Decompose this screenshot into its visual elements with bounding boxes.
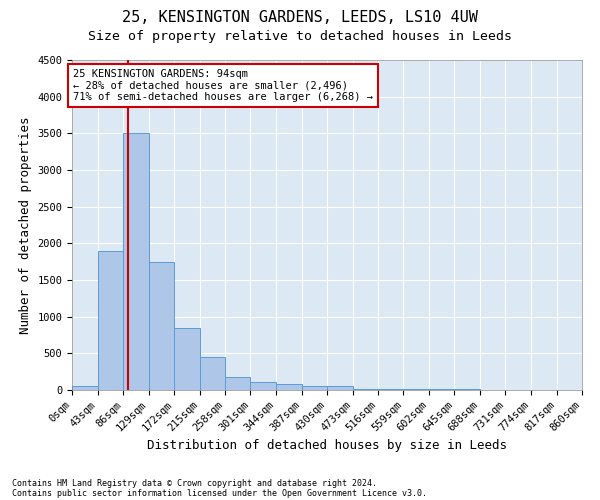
Bar [251,382,276,390]
Bar [174,328,199,390]
Bar [276,384,302,390]
Text: Contains public sector information licensed under the Open Government Licence v3: Contains public sector information licen… [12,488,427,498]
Text: 25, KENSINGTON GARDENS, LEEDS, LS10 4UW: 25, KENSINGTON GARDENS, LEEDS, LS10 4UW [122,10,478,25]
Text: Size of property relative to detached houses in Leeds: Size of property relative to detached ho… [88,30,512,43]
Y-axis label: Number of detached properties: Number of detached properties [19,116,32,334]
Bar [302,386,327,390]
Bar [123,134,149,390]
X-axis label: Distribution of detached houses by size in Leeds: Distribution of detached houses by size … [147,439,507,452]
Bar [72,386,97,390]
Bar [353,388,378,390]
Bar [199,357,225,390]
Bar [327,386,353,390]
Text: 25 KENSINGTON GARDENS: 94sqm
← 28% of detached houses are smaller (2,496)
71% of: 25 KENSINGTON GARDENS: 94sqm ← 28% of de… [73,69,373,102]
Text: Contains HM Land Registry data © Crown copyright and database right 2024.: Contains HM Land Registry data © Crown c… [12,478,377,488]
Bar [378,389,403,390]
Bar [97,250,123,390]
Bar [225,377,251,390]
Bar [149,262,174,390]
